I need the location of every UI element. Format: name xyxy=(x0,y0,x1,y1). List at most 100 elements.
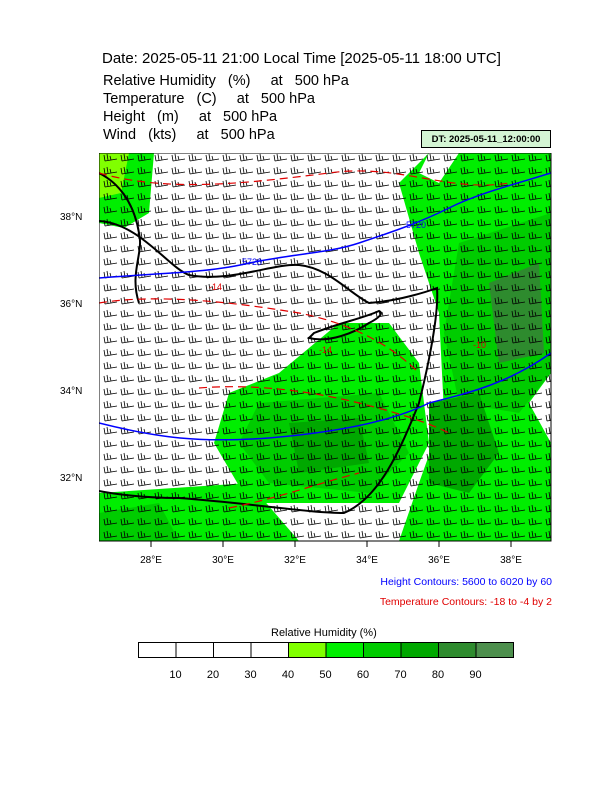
wind-barb xyxy=(426,530,441,539)
wind-barb xyxy=(103,361,118,370)
wind-barb xyxy=(137,439,152,448)
wind-barb xyxy=(477,270,492,279)
wind-barb xyxy=(443,517,458,526)
wind-barb xyxy=(103,374,118,383)
wind-barb xyxy=(256,439,271,448)
wind-barb xyxy=(239,478,254,487)
wind-barb xyxy=(494,309,509,318)
wind-barb xyxy=(545,530,551,539)
wind-barb xyxy=(477,192,492,201)
wind-barb xyxy=(137,530,152,539)
wind-barb xyxy=(256,283,271,292)
wind-barb xyxy=(307,517,322,526)
wind-barb xyxy=(494,491,509,500)
wind-barb xyxy=(426,257,441,266)
wind-barb xyxy=(443,296,458,305)
wind-barb xyxy=(290,296,305,305)
wind-barb xyxy=(256,426,271,435)
wind-barb xyxy=(545,257,551,266)
wind-barb xyxy=(511,504,526,513)
wind-barb xyxy=(273,270,288,279)
wind-barb xyxy=(205,374,220,383)
wind-barb xyxy=(188,478,203,487)
wind-barb xyxy=(324,283,339,292)
wind-barb xyxy=(358,270,373,279)
wind-barb xyxy=(494,257,509,266)
wind-barb xyxy=(307,439,322,448)
wind-barb xyxy=(528,270,543,279)
map-frame xyxy=(99,153,552,542)
wind-barb xyxy=(239,309,254,318)
wind-barb xyxy=(307,153,322,162)
wind-barb xyxy=(256,465,271,474)
wind-barb xyxy=(120,465,135,474)
wind-barb xyxy=(154,478,169,487)
wind-barb xyxy=(103,322,118,331)
wind-barb xyxy=(494,335,509,344)
wind-barb xyxy=(528,231,543,240)
wind-barb xyxy=(460,439,475,448)
variable-wind: Wind (kts) at 500 hPa xyxy=(103,127,275,143)
wind-barb xyxy=(426,517,441,526)
wind-barb xyxy=(341,348,356,357)
wind-barb xyxy=(392,400,407,409)
wind-barb xyxy=(222,530,237,539)
wind-barb xyxy=(290,517,305,526)
wind-barb xyxy=(426,413,441,422)
wind-barb xyxy=(460,478,475,487)
wind-barb xyxy=(341,231,356,240)
wind-barb xyxy=(290,270,305,279)
wind-barb xyxy=(511,361,526,370)
legend-swatch xyxy=(438,642,477,658)
wind-barb xyxy=(511,465,526,474)
wind-barb xyxy=(460,387,475,396)
wind-barb xyxy=(426,205,441,214)
wind-barb xyxy=(120,400,135,409)
wind-barb xyxy=(545,205,551,214)
wind-barb xyxy=(409,309,424,318)
wind-barb xyxy=(460,257,475,266)
wind-barb xyxy=(154,322,169,331)
wind-barb xyxy=(528,153,543,162)
wind-barb xyxy=(409,426,424,435)
wind-barb xyxy=(137,413,152,422)
wind-barb xyxy=(460,400,475,409)
wind-barb xyxy=(477,491,492,500)
wind-barb xyxy=(103,504,118,513)
wind-barb xyxy=(205,504,220,513)
wind-barb xyxy=(239,322,254,331)
wind-barb xyxy=(273,166,288,175)
wind-barb xyxy=(273,348,288,357)
wind-barb xyxy=(239,348,254,357)
legend-swatch xyxy=(213,642,252,658)
wind-barb xyxy=(511,218,526,227)
legend-label: 40 xyxy=(281,669,295,681)
wind-barb xyxy=(477,374,492,383)
wind-barb xyxy=(494,166,509,175)
wind-barb xyxy=(273,387,288,396)
wind-barb xyxy=(290,491,305,500)
wind-barb xyxy=(358,348,373,357)
wind-barb xyxy=(137,322,152,331)
wind-barb xyxy=(222,348,237,357)
wind-barb xyxy=(103,283,118,292)
wind-barb xyxy=(511,296,526,305)
wind-barb xyxy=(460,335,475,344)
wind-barb xyxy=(324,205,339,214)
wind-barb xyxy=(307,361,322,370)
wind-barb xyxy=(511,374,526,383)
height-contours xyxy=(99,172,551,441)
wind-barb xyxy=(137,309,152,318)
wind-barb xyxy=(120,413,135,422)
wind-barb xyxy=(154,413,169,422)
wind-barb xyxy=(358,205,373,214)
wind-barb xyxy=(103,166,118,175)
wind-barb xyxy=(307,257,322,266)
wind-barb xyxy=(103,192,118,201)
wind-barb xyxy=(188,192,203,201)
wind-barb xyxy=(273,296,288,305)
wind-barb xyxy=(120,166,135,175)
wind-barb xyxy=(392,179,407,188)
wind-barb xyxy=(545,166,551,175)
wind-barb xyxy=(256,205,271,214)
